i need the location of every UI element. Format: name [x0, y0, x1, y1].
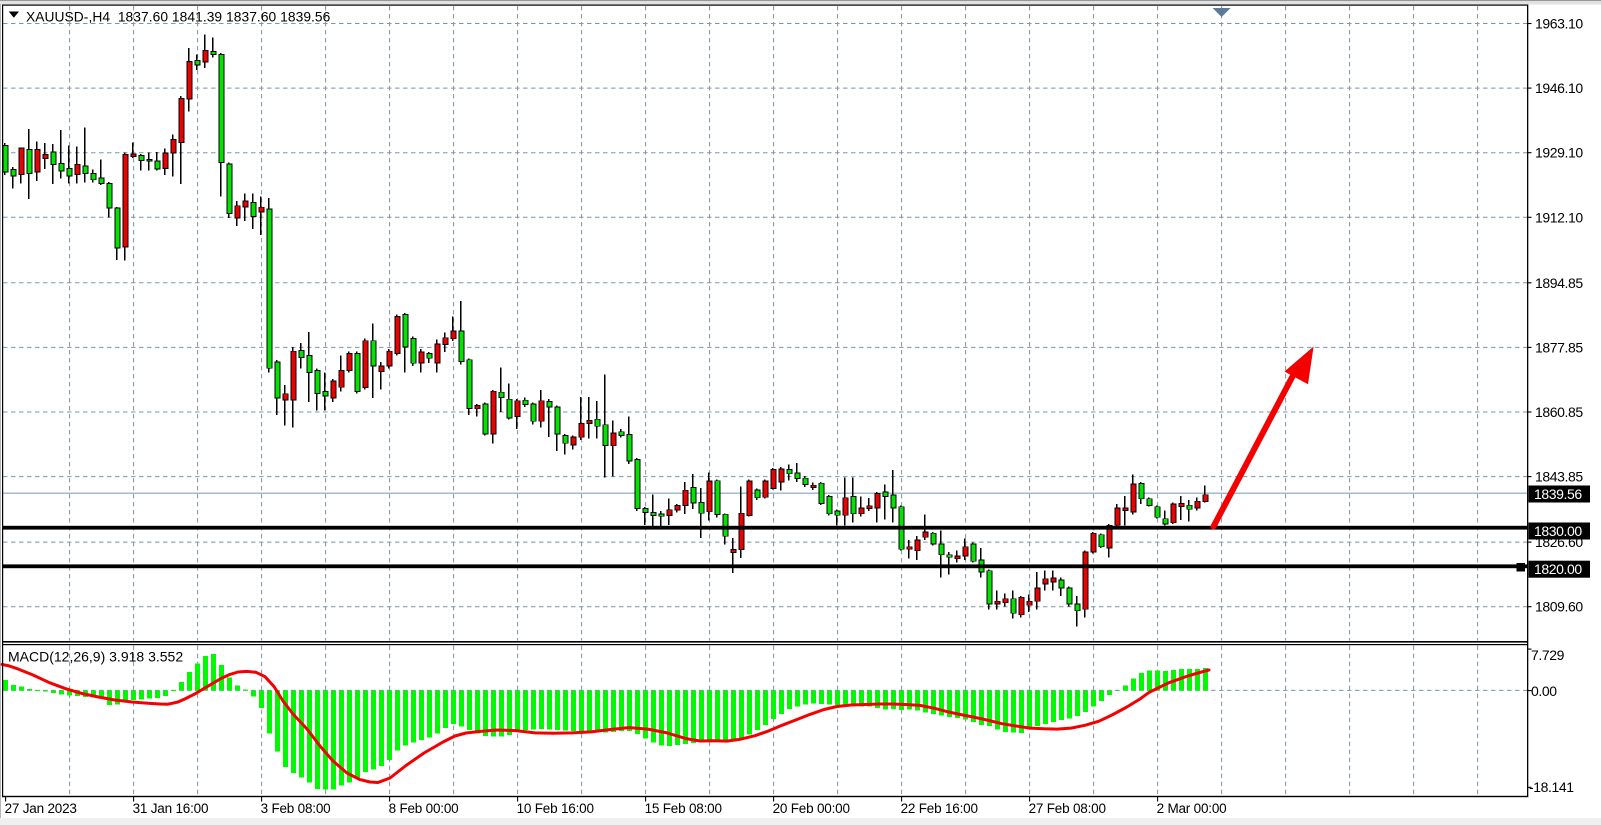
svg-text:1963.10: 1963.10: [1535, 16, 1583, 32]
svg-text:20 Feb 00:00: 20 Feb 00:00: [773, 801, 850, 816]
svg-text:-18.141: -18.141: [1529, 779, 1574, 795]
svg-text:1860.85: 1860.85: [1535, 404, 1583, 420]
svg-text:1830.00: 1830.00: [1534, 523, 1582, 539]
svg-text:1929.10: 1929.10: [1535, 145, 1583, 161]
svg-text:22 Feb 16:00: 22 Feb 16:00: [901, 801, 978, 816]
svg-text:31 Jan 16:00: 31 Jan 16:00: [133, 801, 209, 816]
svg-text:1912.10: 1912.10: [1535, 209, 1583, 225]
svg-text:27 Feb 08:00: 27 Feb 08:00: [1029, 801, 1106, 816]
svg-text:1894.85: 1894.85: [1535, 275, 1583, 291]
svg-text:MACD(12,26,9) 3.918 3.552: MACD(12,26,9) 3.918 3.552: [8, 649, 183, 665]
svg-text:1809.60: 1809.60: [1535, 599, 1583, 615]
svg-text:1843.85: 1843.85: [1535, 469, 1583, 485]
svg-text:15 Feb 08:00: 15 Feb 08:00: [645, 801, 722, 816]
svg-text:10 Feb 16:00: 10 Feb 16:00: [517, 801, 594, 816]
svg-text:XAUUSD-,H4 1837.60 1841.39 18: XAUUSD-,H4 1837.60 1841.39 1837.60 1839.…: [26, 10, 331, 25]
svg-text:0.00: 0.00: [1531, 683, 1557, 699]
svg-text:1946.10: 1946.10: [1535, 80, 1583, 96]
svg-text:1820.00: 1820.00: [1534, 561, 1582, 577]
svg-text:1839.56: 1839.56: [1534, 486, 1582, 502]
svg-text:8 Feb 00:00: 8 Feb 00:00: [389, 801, 459, 816]
svg-text:3 Feb 08:00: 3 Feb 08:00: [261, 801, 331, 816]
svg-text:1877.85: 1877.85: [1535, 339, 1583, 355]
svg-text:2 Mar 00:00: 2 Mar 00:00: [1157, 801, 1227, 816]
svg-text:7.729: 7.729: [1531, 647, 1565, 663]
svg-text:27 Jan 2023: 27 Jan 2023: [5, 801, 77, 816]
